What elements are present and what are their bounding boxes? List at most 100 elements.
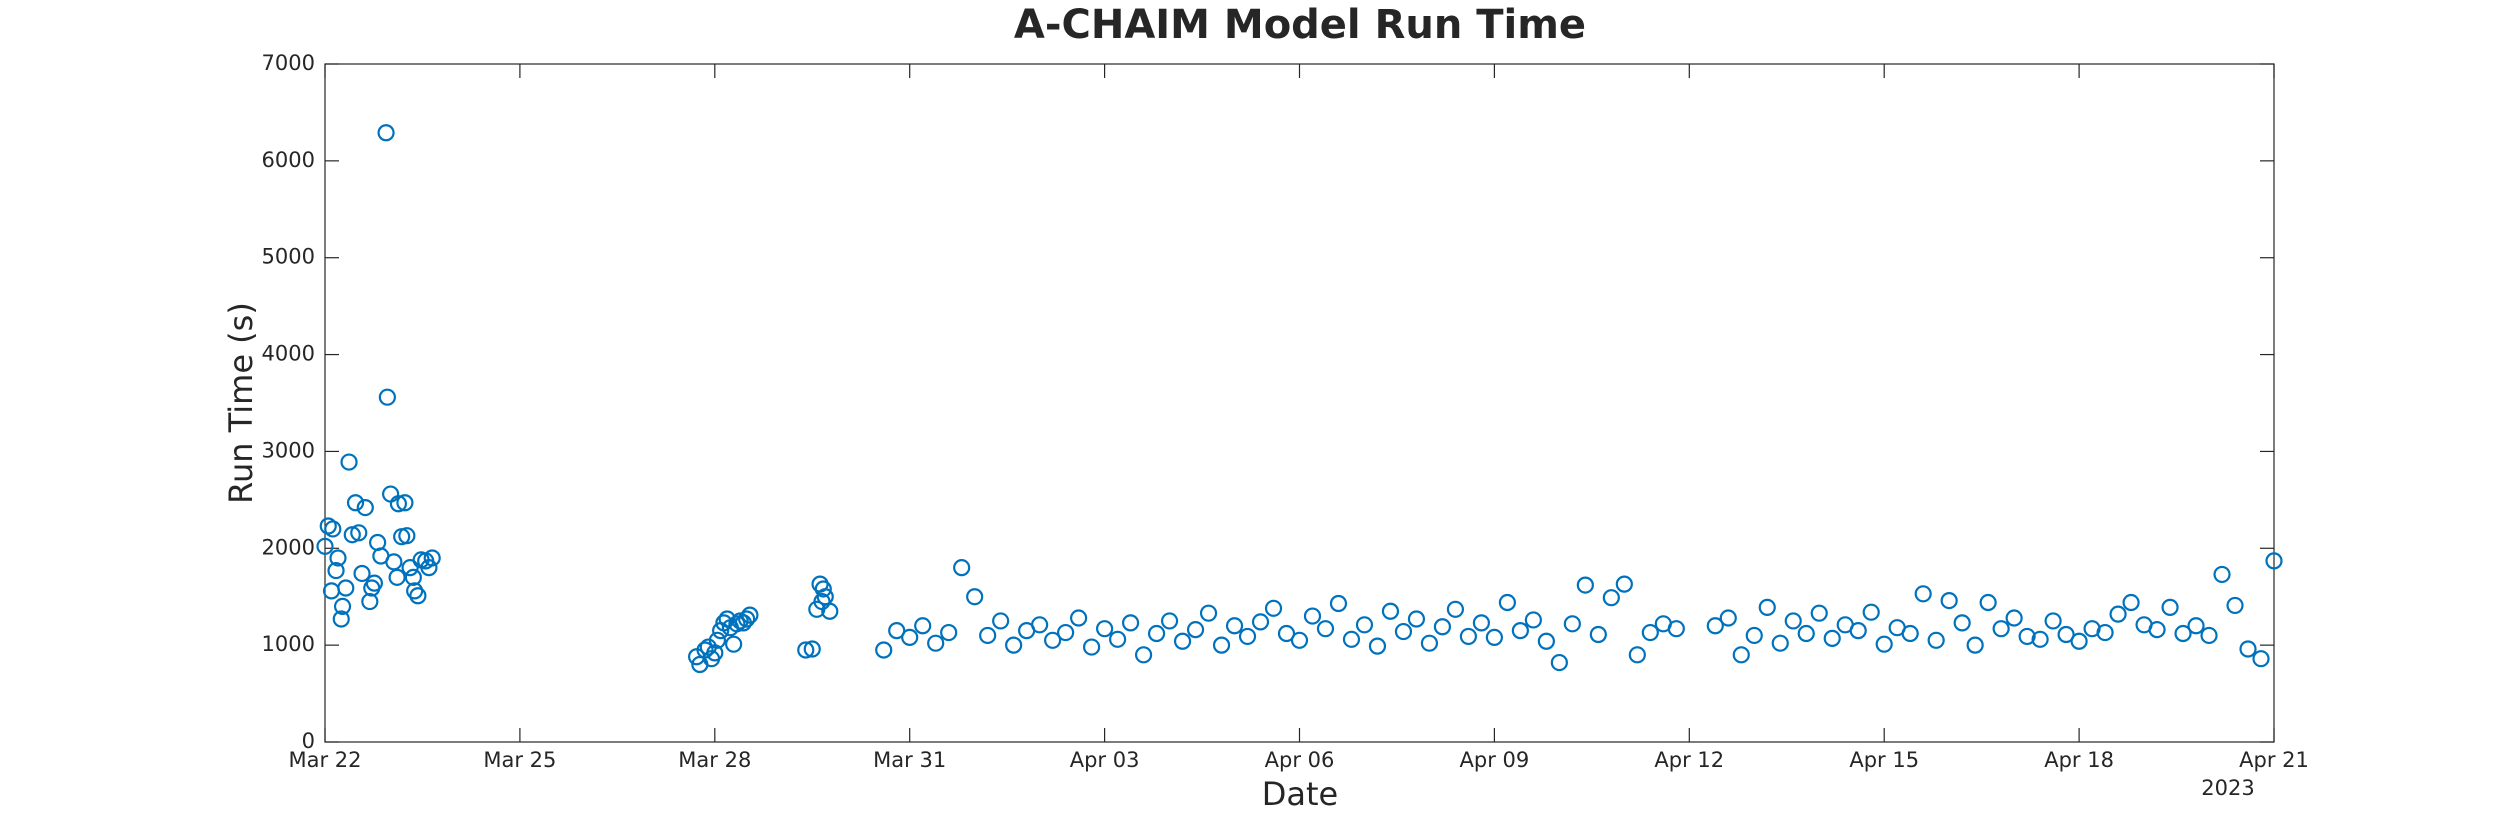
data-point — [1966, 636, 1984, 654]
data-point — [2018, 627, 2036, 646]
data-point — [1329, 594, 1348, 613]
data-point — [1031, 616, 1049, 634]
data-point — [378, 388, 396, 406]
data-point — [1667, 620, 1685, 638]
x-tick-label: Apr 09 — [1460, 748, 1530, 772]
data-point — [1472, 614, 1491, 632]
data-point — [1745, 626, 1763, 645]
data-point — [396, 494, 414, 512]
data-point — [353, 564, 371, 583]
chart-title: A-CHAIM Model Run Time — [1014, 2, 1586, 48]
data-point — [340, 453, 358, 471]
data-point — [1005, 636, 1023, 654]
x-tick-label: Apr 06 — [1265, 748, 1335, 772]
x-secondary-label: 2023 — [2201, 776, 2254, 800]
data-point — [875, 641, 893, 659]
y-tick-label: 4000 — [262, 342, 315, 366]
x-tick-label: Mar 25 — [483, 748, 556, 772]
x-tick-label: Mar 28 — [678, 748, 751, 772]
data-point — [2187, 617, 2205, 635]
x-tick-label: Apr 12 — [1654, 748, 1724, 772]
data-point — [940, 623, 958, 642]
data-point — [1186, 621, 1205, 639]
data-point — [803, 640, 821, 658]
data-point — [1706, 617, 1724, 635]
data-point — [1628, 646, 1646, 664]
data-point — [1511, 622, 1529, 640]
data-point — [1537, 632, 1555, 650]
data-point — [1420, 634, 1439, 652]
data-point — [2161, 598, 2179, 616]
data-point — [1823, 629, 1841, 647]
data-point — [1849, 622, 1867, 640]
data-point — [327, 561, 345, 580]
data-point — [738, 610, 756, 628]
data-point — [398, 527, 416, 545]
data-point — [1953, 614, 1971, 632]
y-tick-label: 5000 — [262, 245, 315, 269]
data-point — [718, 610, 736, 628]
data-point — [1134, 646, 1153, 664]
plot-box — [324, 63, 2275, 743]
data-point — [1277, 624, 1296, 643]
data-point — [1810, 604, 1828, 622]
data-point — [1355, 616, 1374, 634]
x-tick-label: Apr 15 — [1849, 748, 1919, 772]
x-tick-label: Apr 03 — [1070, 748, 1140, 772]
data-point — [423, 549, 441, 567]
data-point — [329, 549, 347, 567]
data-point — [1992, 620, 2010, 638]
data-point — [741, 606, 759, 624]
data-point — [992, 612, 1010, 630]
data-point — [2252, 650, 2270, 668]
data-point — [2226, 596, 2244, 615]
data-point — [2031, 630, 2049, 648]
data-point — [1459, 627, 1478, 646]
data-point — [2148, 621, 2166, 639]
data-point — [1407, 610, 1426, 628]
data-point — [1160, 612, 1179, 630]
x-axis-label: Date — [1262, 775, 1338, 813]
data-point — [1368, 637, 1387, 655]
data-point — [2200, 626, 2218, 645]
data-point — [2265, 552, 2283, 570]
data-point — [333, 597, 352, 616]
data-point — [2174, 624, 2192, 643]
data-point — [2122, 593, 2140, 612]
data-point — [1264, 599, 1283, 617]
data-point — [1083, 638, 1101, 656]
data-point — [927, 634, 945, 652]
data-point — [1615, 575, 1633, 593]
data-point — [1771, 634, 1789, 652]
data-point — [1212, 636, 1231, 654]
y-tick-label: 7000 — [262, 51, 315, 75]
data-point — [1758, 598, 1776, 616]
data-point — [1563, 615, 1581, 633]
data-point — [377, 124, 395, 142]
data-point — [365, 574, 383, 592]
data-point — [332, 610, 350, 628]
x-tick-label: Apr 18 — [2044, 748, 2114, 772]
data-point — [346, 494, 365, 512]
data-point — [404, 568, 422, 586]
data-point — [725, 635, 743, 653]
data-point — [1719, 609, 1737, 627]
data-point — [1044, 631, 1062, 649]
data-point — [1147, 624, 1166, 643]
data-point — [1927, 631, 1945, 649]
data-point — [1914, 585, 1932, 603]
data-point — [1057, 623, 1075, 642]
data-point — [2239, 640, 2257, 658]
data-point — [1784, 612, 1802, 630]
y-axis-label: Run Time (s) — [222, 302, 260, 504]
data-point — [1251, 613, 1270, 631]
data-point — [420, 559, 438, 577]
data-point — [324, 520, 342, 538]
x-tick-label: Mar 31 — [873, 748, 946, 772]
data-point — [888, 622, 906, 640]
data-point — [388, 568, 406, 586]
data-point — [409, 587, 427, 605]
data-point — [1875, 635, 1893, 653]
data-point — [2005, 609, 2023, 627]
